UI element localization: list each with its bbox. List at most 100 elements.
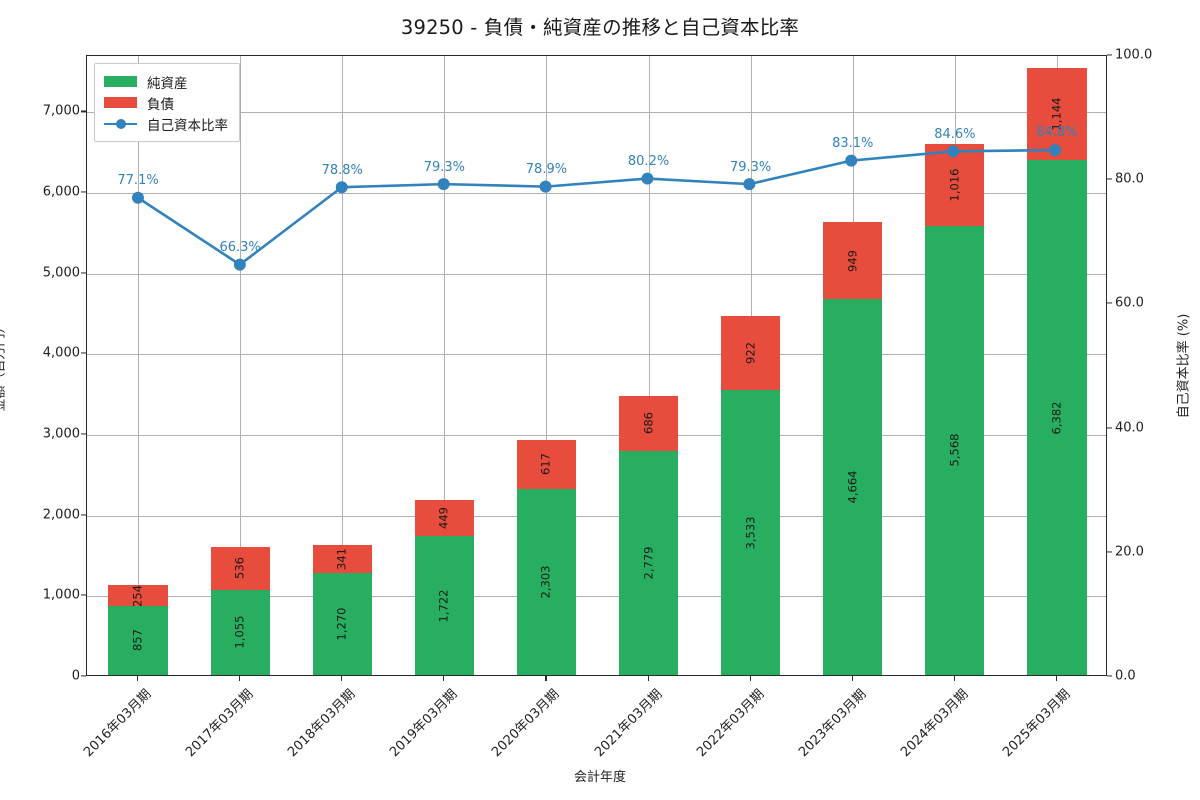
bar-segment-net-assets[interactable]: 6,382 xyxy=(1027,160,1087,675)
y-tick-mark-right xyxy=(1107,54,1112,56)
equity-ratio-marker[interactable] xyxy=(1049,144,1062,157)
bar-stack[interactable]: 1,270 341 xyxy=(312,545,372,675)
chart-legend: 純資産 負債 自己資本比率 xyxy=(94,63,240,142)
equity-ratio-marker[interactable] xyxy=(845,154,858,167)
equity-ratio-marker[interactable] xyxy=(539,180,552,193)
bar-stack[interactable]: 3,533 922 xyxy=(721,315,781,675)
equity-ratio-marker[interactable] xyxy=(743,178,756,191)
legend-item-equity-ratio[interactable]: 自己資本比率 xyxy=(104,113,228,134)
gridline-horizontal xyxy=(87,596,1106,598)
x-tick-mark xyxy=(239,676,241,681)
bar-stack[interactable]: 2,303 617 xyxy=(516,439,577,675)
bar-stack[interactable]: 4,664 949 xyxy=(823,222,883,675)
equity-ratio-value-label: 84.8% xyxy=(1036,125,1078,141)
bar-stack[interactable]: 1,055 536 xyxy=(210,546,270,675)
y-tick-mark-right xyxy=(1107,551,1112,553)
x-tick-mark xyxy=(137,676,139,681)
y-tick-mark-right xyxy=(1107,302,1112,304)
x-tick-label: 2022年03月期 xyxy=(693,686,768,761)
bar-stack[interactable]: 6,382 1,144 xyxy=(1027,68,1087,675)
equity-ratio-value-label: 78.9% xyxy=(525,162,568,178)
gridline-horizontal xyxy=(87,193,1106,195)
y-tick-mark-left xyxy=(81,110,86,112)
bar-segment-net-assets[interactable]: 2,779 xyxy=(618,450,679,675)
y-tick-label-left: 0 xyxy=(71,668,80,684)
y-tick-label-right: 20.0 xyxy=(1115,544,1144,560)
x-tick-mark xyxy=(341,676,343,681)
legend-item-liabilities[interactable]: 負債 xyxy=(104,92,228,113)
legend-line-equity-ratio xyxy=(104,118,137,130)
legend-label-liabilities: 負債 xyxy=(147,96,174,113)
chart-title: 39250 - 負債・純資産の推移と自己資本比率 xyxy=(400,16,800,39)
bar-segment-net-assets[interactable]: 3,533 xyxy=(721,390,781,675)
y-tick-label-left: 4,000 xyxy=(42,345,80,361)
x-tick-label: 2016年03月期 xyxy=(81,686,155,761)
bar-segment-liabilities[interactable]: 254 xyxy=(108,585,168,607)
bar-segment-net-assets[interactable]: 1,722 xyxy=(414,536,474,675)
bar-segment-liabilities[interactable]: 686 xyxy=(618,395,679,451)
equity-ratio-marker[interactable] xyxy=(437,178,450,191)
equity-ratio-marker[interactable] xyxy=(335,181,348,194)
bar-segment-liabilities[interactable]: 536 xyxy=(210,546,270,590)
y-tick-label-left: 1,000 xyxy=(42,587,80,603)
bar-segment-liabilities[interactable]: 1,016 xyxy=(925,144,985,226)
bar-segment-liabilities[interactable]: 341 xyxy=(312,545,372,573)
x-tick-mark xyxy=(749,676,751,681)
legend-label-equity-ratio: 自己資本比率 xyxy=(147,117,228,134)
legend-item-net-assets[interactable]: 純資産 xyxy=(104,71,228,92)
y-tick-label-right: 0.0 xyxy=(1115,668,1136,684)
bar-segment-liabilities[interactable]: 922 xyxy=(721,315,781,391)
bar-segment-net-assets[interactable]: 1,055 xyxy=(210,589,270,675)
x-tick-mark xyxy=(1055,676,1058,681)
equity-ratio-marker[interactable] xyxy=(233,258,246,271)
y-tick-mark-left xyxy=(81,272,86,274)
legend-swatch-liabilities xyxy=(104,97,137,108)
x-tick-label: 2021年03月期 xyxy=(591,686,665,761)
bar-segment-net-assets[interactable]: 4,664 xyxy=(823,298,883,675)
gridline-vertical xyxy=(444,56,446,675)
bar-segment-liabilities[interactable]: 449 xyxy=(414,499,474,537)
x-tick-label: 2023年03月期 xyxy=(795,686,870,761)
y-tick-label-left: 5,000 xyxy=(42,265,80,281)
bar-segment-liabilities[interactable]: 617 xyxy=(516,439,577,490)
x-tick-label: 2018年03月期 xyxy=(285,686,359,761)
x-tick-mark xyxy=(953,676,955,681)
bar-segment-net-assets[interactable]: 1,270 xyxy=(312,572,372,675)
gridline-vertical xyxy=(546,56,548,675)
x-tick-mark xyxy=(851,676,853,681)
equity-ratio-value-label: 84.6% xyxy=(934,126,976,142)
y-tick-mark-left xyxy=(81,433,86,435)
x-tick-mark xyxy=(647,676,649,681)
y-tick-label-left: 6,000 xyxy=(42,184,80,200)
equity-ratio-marker[interactable] xyxy=(641,172,654,185)
gridline-horizontal xyxy=(87,515,1106,517)
gridline-vertical xyxy=(342,56,344,675)
y-tick-mark-right xyxy=(1107,675,1112,677)
gridline-vertical xyxy=(648,56,650,675)
bar-segment-net-assets[interactable]: 5,568 xyxy=(925,225,985,675)
y-tick-label-left: 7,000 xyxy=(42,103,80,119)
y-tick-mark-left xyxy=(81,594,86,596)
bar-segment-net-assets[interactable]: 2,303 xyxy=(516,489,577,675)
y-tick-mark-left xyxy=(81,352,86,354)
equity-ratio-value-label: 66.3% xyxy=(219,240,261,256)
y-tick-mark-right xyxy=(1107,178,1112,180)
equity-ratio-line-layer xyxy=(131,144,1062,271)
bar-stack[interactable]: 857 254 xyxy=(108,585,168,675)
legend-swatch-net-assets xyxy=(104,76,137,87)
bar-stack[interactable]: 1,722 449 xyxy=(414,499,474,675)
bar-segment-net-assets[interactable]: 857 xyxy=(108,605,168,675)
x-tick-label: 2019年03月期 xyxy=(387,686,461,761)
equity-ratio-value-label: 78.8% xyxy=(321,162,363,178)
y-tick-label-left: 2,000 xyxy=(42,507,80,523)
bar-stack[interactable]: 5,568 1,016 xyxy=(925,144,985,675)
y-tick-mark-left xyxy=(81,191,86,193)
bar-segment-liabilities[interactable]: 949 xyxy=(823,222,883,299)
gridline-horizontal xyxy=(87,112,1106,114)
equity-ratio-marker[interactable] xyxy=(131,191,144,204)
equity-ratio-value-label: 79.3% xyxy=(423,159,465,175)
equity-ratio-marker[interactable] xyxy=(947,145,960,158)
bar-stack[interactable]: 2,779 686 xyxy=(618,395,679,675)
x-tick-label: 2024年03月期 xyxy=(897,686,972,761)
